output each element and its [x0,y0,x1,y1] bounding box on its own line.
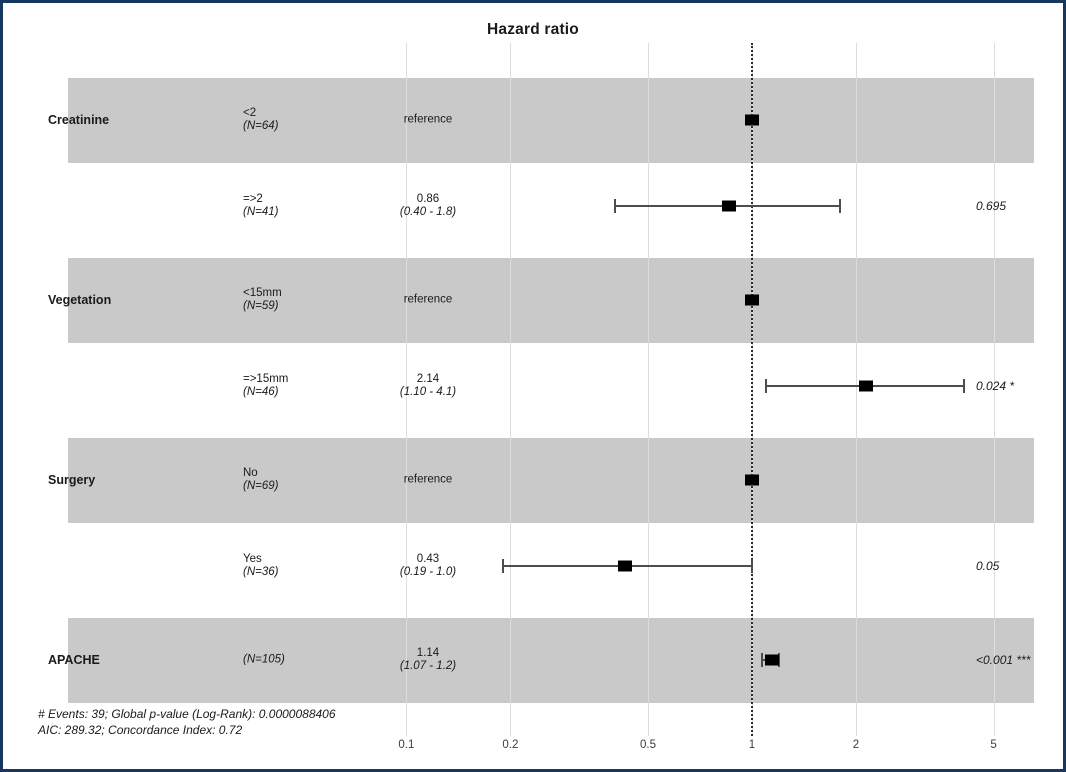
level-block: =>15mm (N=46) [243,373,288,399]
level-label: No [243,467,258,479]
x-tick-label: 5 [990,739,997,751]
variable-label: APACHE [48,653,100,667]
estimate-value: 0.43 [416,553,440,565]
p-value: 0.024 * [976,379,1015,393]
level-block: (N=105) [243,654,285,667]
ci-label: (0.40 - 1.8) [399,206,457,218]
n-label: (N=41) [243,206,279,218]
gridline [406,43,408,736]
plot-area: 0.1 0.2 0.5 1 2 5 Creatinine <2 (N=64) reference =… [3,3,1063,769]
gridline [856,43,857,736]
p-value: <0.001 *** [976,653,1031,667]
variable-label: Vegetation [48,293,112,307]
estimate-value: 0.86 [416,193,440,205]
estimate-block: 2.14 (1.10 - 4.1) [400,373,456,399]
hr-marker [745,294,759,306]
level-label: <15mm [243,287,282,299]
error-bar-cap-right [839,199,842,213]
estimate-value: reference [403,113,453,126]
x-tick-label: 1 [748,739,756,751]
level-block: <2 (N=64) [243,107,278,133]
estimate-block: reference [404,474,453,487]
n-label: (N=46) [243,386,279,398]
shaded-band [68,618,1034,703]
chart-title: Hazard ratio [487,21,579,38]
shaded-band [68,438,1034,523]
variable-label: Surgery [48,473,96,487]
estimate-block: reference [404,114,453,127]
shaded-band [68,78,1034,163]
n-label: (N=105) [243,653,285,666]
error-bar-cap-left [613,199,616,213]
variable-label: Creatinine [48,113,110,127]
x-tick-label: 0.2 [502,739,519,751]
p-value: 0.695 [976,199,1007,213]
ci-label: (1.10 - 4.1) [399,386,457,398]
hr-marker [618,560,633,572]
n-label: (N=59) [243,300,279,312]
level-label: <2 [243,107,257,119]
gridline [993,43,995,736]
gridline [510,43,512,736]
hr-marker [722,200,737,212]
reference-line [751,43,753,736]
level-block: <15mm (N=59) [243,287,282,313]
error-bar-cap-right [751,559,753,573]
level-label: Yes [243,553,262,565]
level-block: Yes (N=36) [243,553,278,579]
estimate-value: reference [403,473,453,486]
level-block: =>2 (N=41) [243,193,278,219]
shaded-band [68,258,1034,343]
level-block: No (N=69) [243,467,278,493]
hr-marker [745,114,759,126]
error-bar-cap-left [501,559,504,573]
hr-marker [745,474,759,486]
hr-marker [859,380,874,392]
estimate-value: reference [403,293,453,306]
n-label: (N=69) [243,480,279,492]
p-value: 0.05 [976,559,1000,573]
estimate-value: 1.14 [416,647,440,659]
error-bar-cap-right [778,653,781,667]
gridline [648,43,649,736]
estimate-block: 0.43 (0.19 - 1.0) [400,553,456,579]
estimate-value: 2.14 [416,373,440,385]
footer-line-1: # Events: 39; Global p-value (Log-Rank):… [38,707,336,721]
error-bar-cap-left [765,379,768,393]
level-label: =>15mm [243,373,289,385]
n-label: (N=64) [243,120,279,132]
x-tick-label: 2 [852,739,860,751]
error-bar-cap-right [962,379,965,393]
x-tick-label: 0.5 [640,739,656,751]
error-bar-cap-left [761,653,764,667]
estimate-block: 1.14 (1.07 - 1.2) [400,647,456,673]
level-label: =>2 [243,193,263,205]
ci-label: (1.07 - 1.2) [399,660,457,672]
estimate-block: reference [404,294,453,307]
n-label: (N=36) [243,566,279,578]
x-tick-label: 0.1 [398,739,415,751]
estimate-block: 0.86 (0.40 - 1.8) [400,193,456,219]
footer-line-2: AIC: 289.32; Concordance Index: 0.72 [38,723,243,737]
hr-marker [764,654,779,666]
ci-label: (0.19 - 1.0) [399,566,457,578]
